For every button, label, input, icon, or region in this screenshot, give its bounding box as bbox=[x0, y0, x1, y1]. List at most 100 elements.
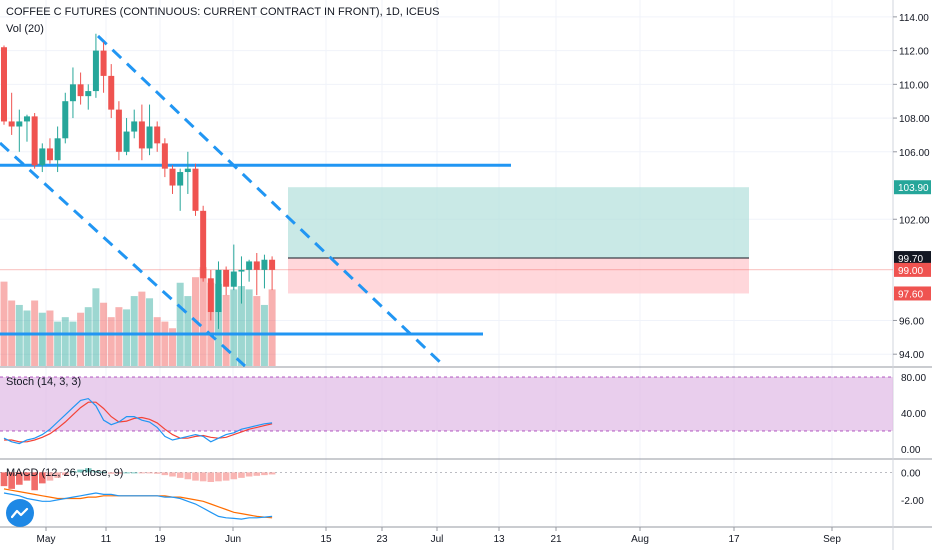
macd-histogram-bar bbox=[261, 472, 268, 476]
volume-bar bbox=[61, 317, 69, 366]
macd-histogram-bar bbox=[61, 472, 69, 476]
candle-body bbox=[177, 172, 184, 186]
volume-bar bbox=[169, 328, 177, 366]
volume-bar bbox=[199, 267, 207, 366]
volume-bar bbox=[222, 294, 230, 366]
volume-bar bbox=[69, 321, 77, 366]
volume-bar bbox=[54, 321, 62, 366]
candle-body bbox=[108, 75, 115, 110]
candle-body bbox=[238, 269, 245, 272]
macd-histogram-bar bbox=[161, 472, 169, 476]
volume-bar bbox=[245, 289, 253, 366]
candle-body bbox=[54, 138, 61, 161]
macd-histogram-bar bbox=[123, 472, 130, 474]
macd-histogram-bar bbox=[54, 472, 61, 478]
volume-bar bbox=[23, 310, 31, 366]
volume-bar bbox=[15, 304, 23, 366]
macd-histogram-bar bbox=[184, 472, 192, 480]
macd-histogram-bar bbox=[245, 472, 253, 477]
target-price-badge-bg bbox=[894, 180, 931, 195]
macd-histogram-bar bbox=[46, 472, 54, 481]
stoch-label: Stoch (14, 3, 3) bbox=[6, 376, 82, 388]
macd-histogram-bar bbox=[268, 472, 276, 475]
macd-histogram-bar bbox=[31, 472, 38, 491]
candle-body bbox=[8, 121, 15, 127]
volume-bar bbox=[230, 289, 238, 366]
chart-title[interactable]: COFFEE C FUTURES (CONTINUOUS: CURRENT CO… bbox=[6, 6, 440, 18]
candle-body bbox=[62, 101, 69, 139]
volume-bar bbox=[260, 304, 268, 366]
candle-body bbox=[169, 168, 176, 186]
candle-body bbox=[154, 126, 161, 144]
volume-bar bbox=[176, 282, 184, 366]
entry-price-badge[interactable]: 99.70 bbox=[898, 254, 923, 265]
macd-histogram-bar bbox=[138, 472, 146, 474]
volume-bar bbox=[115, 307, 123, 366]
volume-bar bbox=[161, 321, 169, 366]
macd-histogram-bar bbox=[8, 472, 15, 489]
macd-histogram-bar bbox=[215, 472, 222, 482]
candle-body bbox=[230, 271, 237, 287]
volume-bar bbox=[138, 291, 146, 366]
volume-bar bbox=[123, 309, 131, 366]
macd-line bbox=[3, 492, 273, 520]
volume-legend[interactable]: Vol (20) bbox=[6, 23, 44, 35]
volume-bar bbox=[84, 307, 92, 366]
candle-body bbox=[77, 84, 84, 97]
stoch-tick-label: 0.00 bbox=[901, 445, 921, 456]
volume-bar bbox=[207, 282, 215, 366]
target-price-badge[interactable]: 103.90 bbox=[898, 183, 929, 194]
last-price-badge-bg bbox=[894, 262, 931, 277]
volume-bar bbox=[253, 296, 261, 366]
time-tick-label: 11 bbox=[101, 534, 112, 545]
macd-histogram-bar bbox=[100, 471, 107, 473]
target-zone[interactable] bbox=[288, 187, 749, 259]
candle-body bbox=[69, 84, 76, 102]
candle-body bbox=[269, 259, 276, 270]
candle-body bbox=[161, 143, 168, 169]
macd-histogram-bar bbox=[16, 472, 23, 485]
candle-body bbox=[23, 116, 30, 122]
macd-histogram-bar bbox=[92, 471, 100, 473]
price-tick-label: 96.00 bbox=[899, 316, 924, 327]
time-tick-label: 17 bbox=[728, 534, 740, 545]
time-tick-label: Aug bbox=[631, 534, 649, 545]
macd-tick-label: -2.00 bbox=[901, 496, 924, 507]
price-tick-label: 102.00 bbox=[899, 215, 930, 226]
volume-bar bbox=[268, 289, 276, 366]
tradingview-logo-icon[interactable] bbox=[6, 499, 34, 527]
price-tick-label: 112.00 bbox=[899, 47, 929, 58]
price-tick-label: 108.00 bbox=[899, 114, 930, 125]
last-price-badge[interactable]: 99.00 bbox=[898, 266, 923, 277]
candle-body bbox=[115, 109, 122, 152]
time-tick-label: 19 bbox=[154, 534, 166, 545]
time-tick-label: 15 bbox=[320, 534, 332, 545]
volume-bar bbox=[153, 317, 161, 366]
time-tick-label: Jun bbox=[225, 534, 241, 545]
macd-histogram-bar bbox=[0, 472, 8, 487]
time-tick-label: Jul bbox=[431, 534, 444, 545]
macd-histogram-bar bbox=[238, 472, 245, 478]
candle-body bbox=[138, 121, 145, 149]
descending-trendline-lower[interactable] bbox=[0, 141, 247, 368]
candle-body bbox=[39, 148, 46, 166]
stop-price-badge[interactable]: 97.60 bbox=[898, 289, 923, 300]
volume-bar bbox=[77, 312, 85, 366]
stoch-band bbox=[0, 377, 893, 431]
time-tick-label: Sep bbox=[823, 534, 841, 545]
macd-histogram-bar bbox=[115, 472, 123, 474]
stop-price-badge-bg bbox=[894, 286, 931, 301]
stoch-legend[interactable]: Stoch (14, 3, 3) bbox=[6, 376, 81, 388]
stop-zone[interactable] bbox=[288, 258, 749, 294]
macd-legend[interactable]: MACD (12, 26, close, 9) bbox=[6, 467, 123, 479]
stoch-k-line bbox=[3, 397, 273, 445]
macd-histogram-bar bbox=[199, 472, 207, 482]
time-tick-label: 21 bbox=[550, 534, 562, 545]
volume-bar bbox=[237, 286, 245, 366]
macd-histogram-bar bbox=[130, 472, 138, 474]
candle-body bbox=[131, 121, 138, 132]
time-tick-label: 13 bbox=[493, 534, 505, 545]
macd-histogram-bar bbox=[23, 472, 31, 481]
